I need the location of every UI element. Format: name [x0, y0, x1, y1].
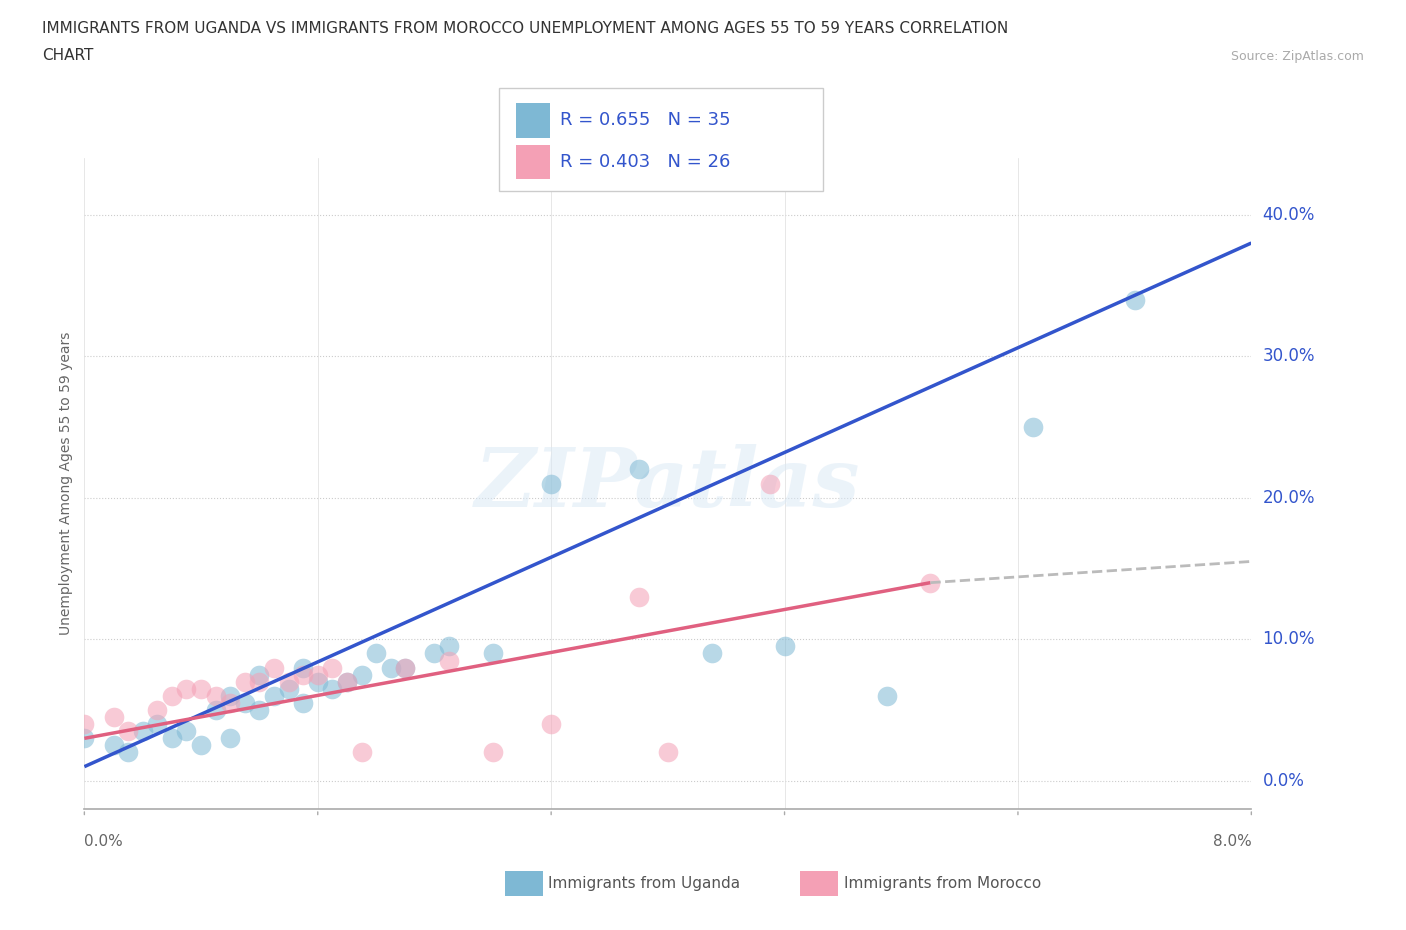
Point [292, 696, 315, 711]
Point [700, 646, 723, 661]
Text: 8.0%: 8.0% [1212, 834, 1251, 849]
Point [103, 710, 125, 724]
Point [366, 646, 388, 661]
Point [540, 717, 562, 732]
Text: 0.0%: 0.0% [1263, 772, 1305, 790]
Point [1021, 419, 1043, 434]
Text: IMMIGRANTS FROM UGANDA VS IMMIGRANTS FROM MOROCCO UNEMPLOYMENT AMONG AGES 55 TO : IMMIGRANTS FROM UGANDA VS IMMIGRANTS FRO… [42, 20, 1008, 35]
Point [132, 724, 155, 738]
Point [219, 731, 242, 746]
Point [277, 682, 299, 697]
Point [292, 660, 315, 675]
Point [336, 674, 359, 689]
Point [627, 590, 650, 604]
Point [423, 646, 446, 661]
Point [146, 717, 169, 732]
Point [219, 688, 242, 703]
Point [292, 667, 315, 682]
Point [117, 745, 139, 760]
Text: R = 0.655   N = 35: R = 0.655 N = 35 [560, 112, 730, 129]
Point [394, 660, 416, 675]
Point [176, 682, 198, 697]
Text: Immigrants from Morocco: Immigrants from Morocco [844, 876, 1040, 891]
Point [437, 639, 460, 654]
Point [920, 576, 942, 591]
Point [204, 702, 226, 717]
Point [350, 667, 373, 682]
Point [73, 717, 96, 732]
Point [204, 688, 226, 703]
Text: 10.0%: 10.0% [1263, 631, 1315, 648]
Text: Source: ZipAtlas.com: Source: ZipAtlas.com [1230, 50, 1364, 63]
Point [247, 702, 270, 717]
Point [657, 745, 679, 760]
Text: Immigrants from Uganda: Immigrants from Uganda [548, 876, 741, 891]
Point [627, 462, 650, 477]
Text: 20.0%: 20.0% [1263, 489, 1315, 507]
Text: 30.0%: 30.0% [1263, 347, 1315, 365]
Point [437, 653, 460, 668]
Point [160, 688, 183, 703]
Point [233, 674, 256, 689]
Y-axis label: Unemployment Among Ages 55 to 59 years: Unemployment Among Ages 55 to 59 years [59, 332, 73, 635]
Point [277, 674, 299, 689]
Point [481, 646, 505, 661]
Point [307, 674, 329, 689]
Point [773, 639, 796, 654]
Point [190, 682, 212, 697]
Text: 0.0%: 0.0% [84, 834, 124, 849]
Point [190, 738, 212, 753]
Point [247, 674, 270, 689]
Point [117, 724, 139, 738]
Point [759, 476, 782, 491]
Point [540, 476, 562, 491]
Point [321, 682, 343, 697]
Text: R = 0.403   N = 26: R = 0.403 N = 26 [560, 153, 730, 171]
Point [876, 688, 898, 703]
Point [103, 738, 125, 753]
Point [247, 667, 270, 682]
Point [233, 696, 256, 711]
Point [1123, 292, 1146, 307]
Text: 40.0%: 40.0% [1263, 206, 1315, 224]
Point [146, 702, 169, 717]
Point [321, 660, 343, 675]
Point [307, 667, 329, 682]
Point [350, 745, 373, 760]
Point [380, 660, 402, 675]
Text: CHART: CHART [42, 48, 94, 63]
Point [263, 688, 285, 703]
Point [481, 745, 505, 760]
Point [336, 674, 359, 689]
Point [394, 660, 416, 675]
Point [73, 731, 96, 746]
Point [176, 724, 198, 738]
Point [263, 660, 285, 675]
Text: ZIPatlas: ZIPatlas [475, 444, 860, 524]
Point [219, 696, 242, 711]
Point [160, 731, 183, 746]
